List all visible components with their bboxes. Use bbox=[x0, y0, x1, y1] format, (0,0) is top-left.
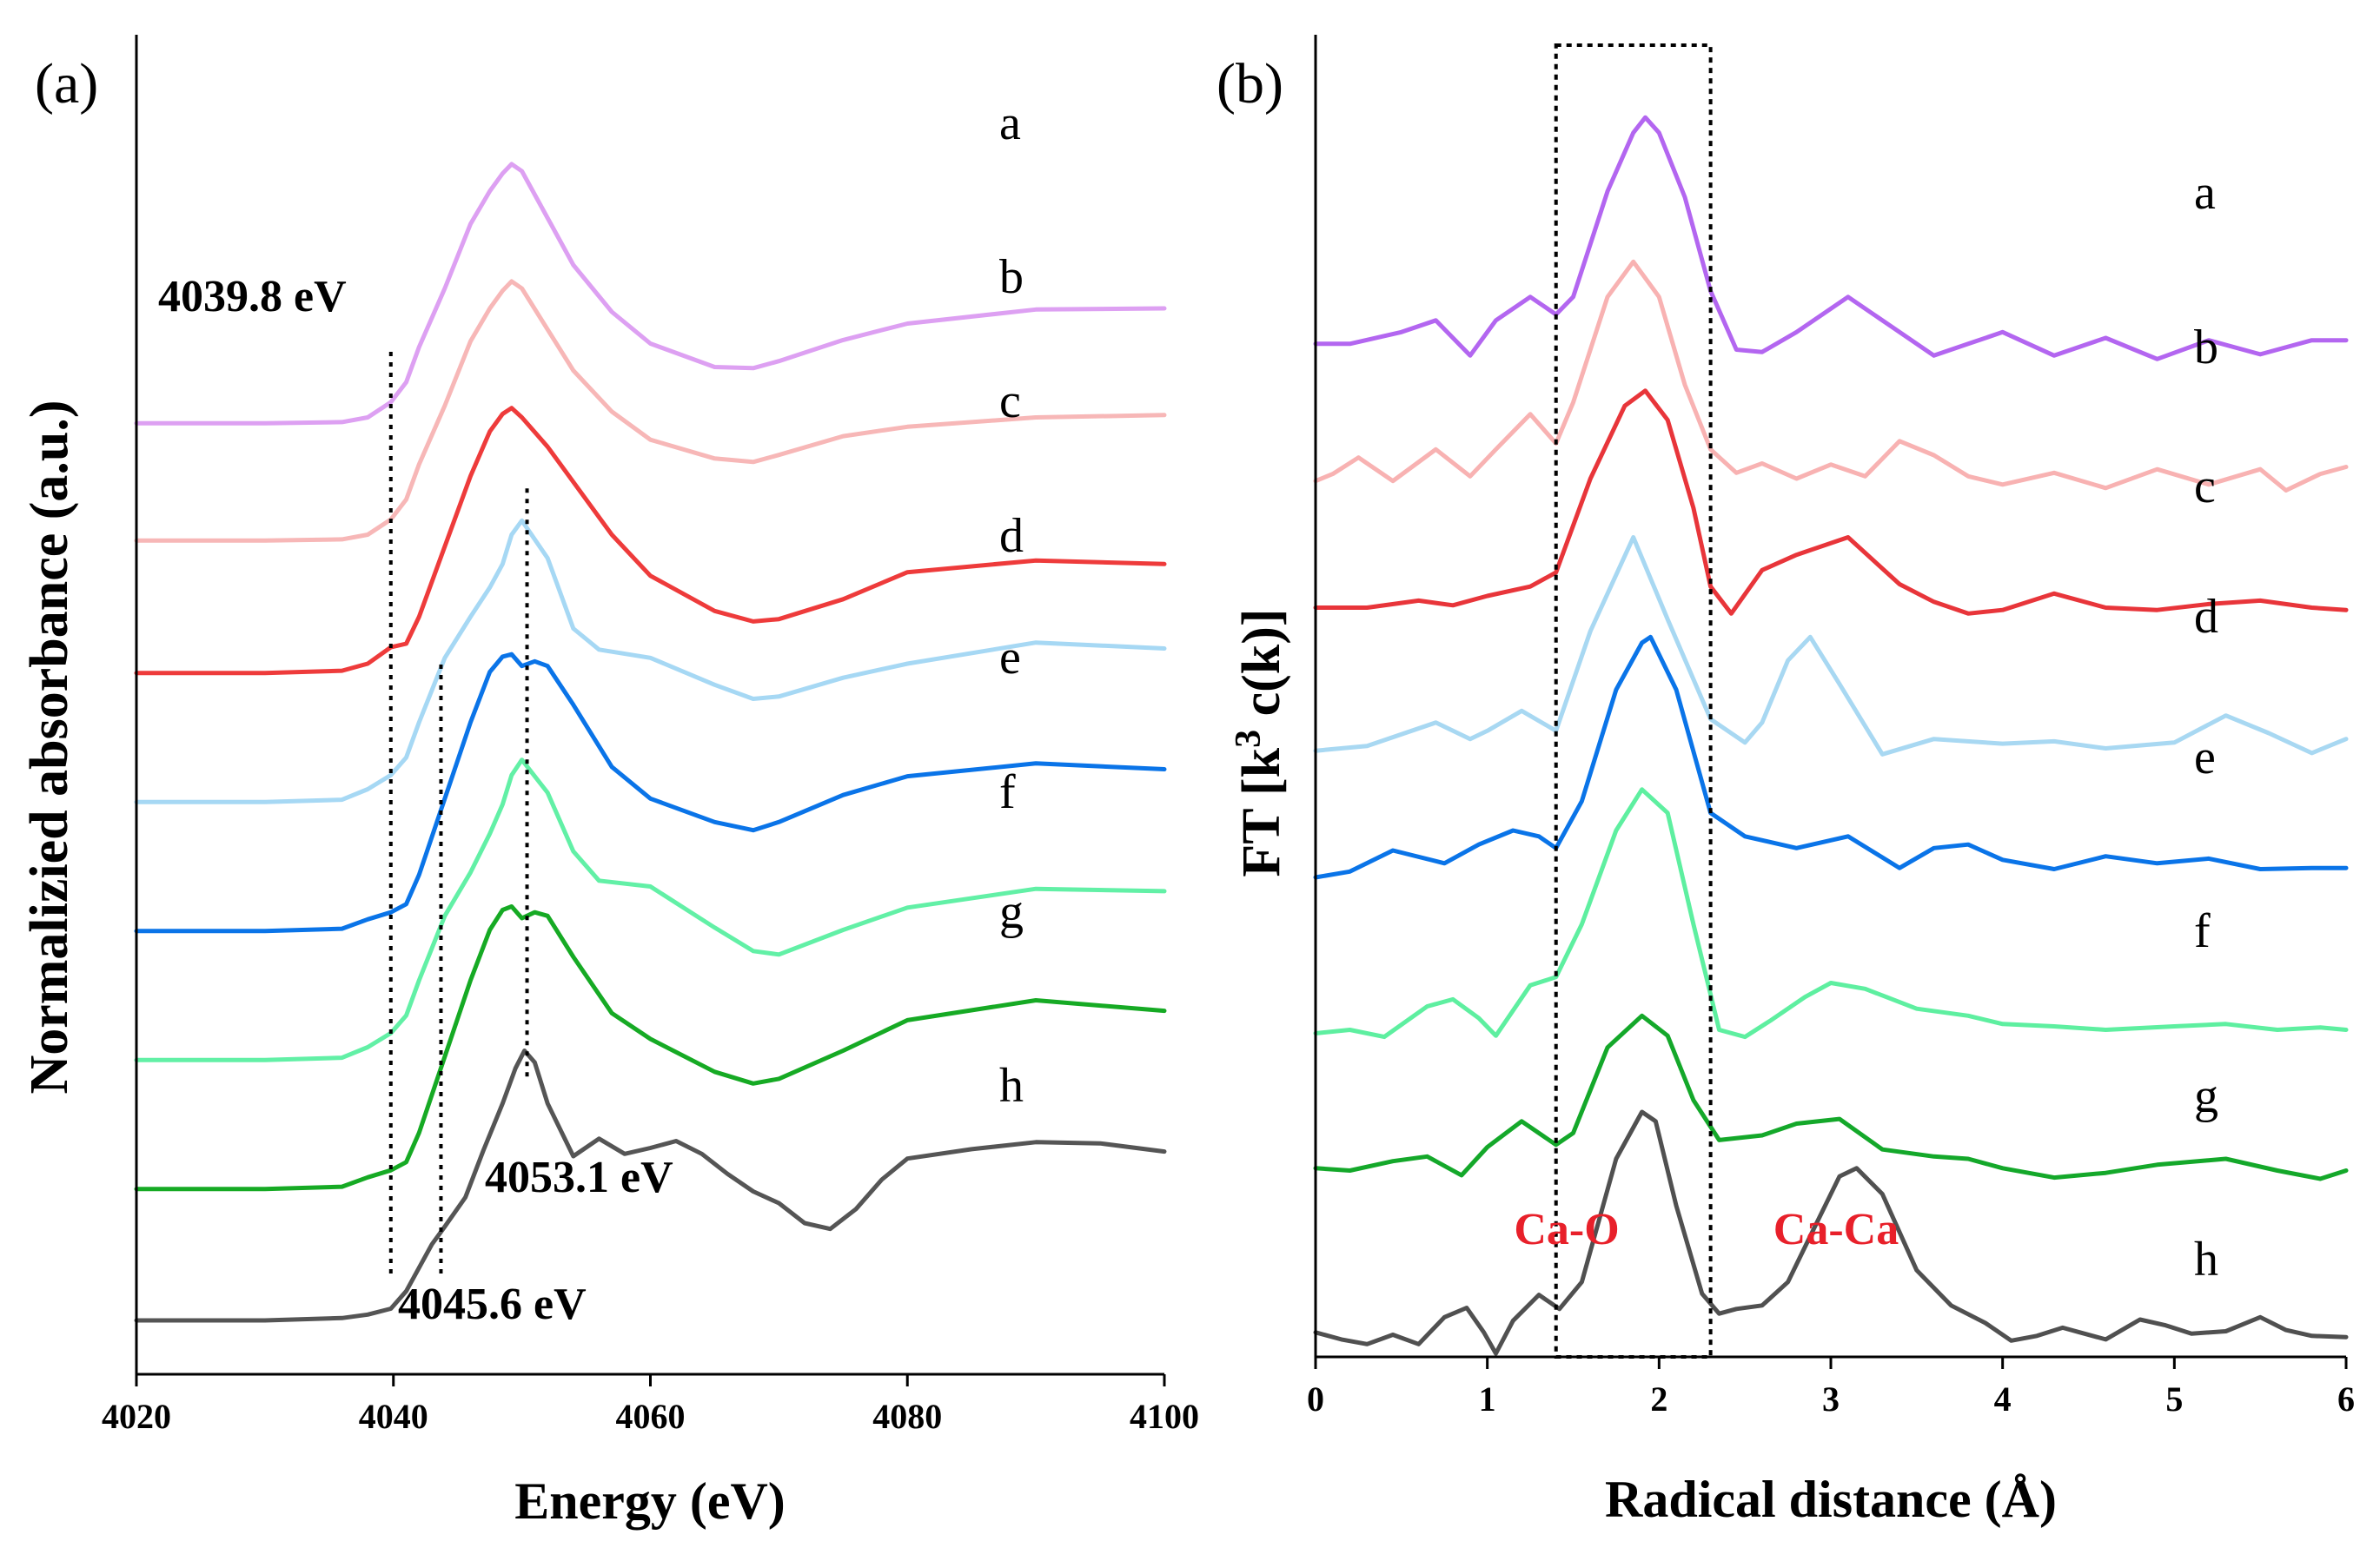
series-label-e: e bbox=[2194, 731, 2216, 784]
x-tick-label: 4040 bbox=[359, 1397, 428, 1436]
series-line-e bbox=[134, 652, 1167, 934]
series-label-a: a bbox=[2194, 166, 2216, 220]
series-line-g bbox=[1313, 1013, 2349, 1181]
series-label-b: b bbox=[2194, 321, 2218, 374]
series-line-f bbox=[1313, 787, 2349, 1040]
series-line-c bbox=[1313, 388, 2349, 616]
x-tick-label: 4020 bbox=[102, 1397, 171, 1436]
x-tick-label: 4080 bbox=[872, 1397, 942, 1436]
ca-o-highlight-box bbox=[1554, 43, 1713, 1359]
annotation-ca-o: Ca-O bbox=[1514, 1205, 1619, 1254]
series-line-a bbox=[1313, 115, 2349, 361]
x-tick-label: 4060 bbox=[616, 1397, 686, 1436]
panel-a-x-ticks: 4020 4040 4060 4080 4100 bbox=[102, 1374, 1199, 1436]
annotation-4039-8-ev: 4039.8 eV bbox=[158, 272, 347, 321]
x-tick-label: 0 bbox=[1307, 1379, 1324, 1419]
x-tick-label: 5 bbox=[2165, 1379, 2183, 1419]
series-label-h: h bbox=[2194, 1233, 2218, 1287]
series-label-f: f bbox=[2194, 904, 2211, 958]
panel-a-series-lines bbox=[134, 162, 1167, 1323]
series-label-b: b bbox=[999, 250, 1024, 304]
panel-a-label: (a) bbox=[35, 52, 98, 116]
series-line-h bbox=[134, 1049, 1167, 1323]
series-label-f: f bbox=[999, 765, 1016, 819]
x-tick-label: 3 bbox=[1822, 1379, 1840, 1419]
x-tick-label: 4100 bbox=[1130, 1397, 1199, 1436]
annotation-4045-6-ev: 4045.6 eV bbox=[398, 1280, 587, 1329]
series-label-a: a bbox=[999, 96, 1021, 150]
panel-b-label: (b) bbox=[1217, 52, 1283, 116]
panel-b-y-axis-label: FT [k3 c(k)] bbox=[1229, 608, 1291, 877]
series-label-d: d bbox=[2194, 590, 2218, 644]
y-label-superscript: 3 bbox=[1229, 730, 1269, 748]
y-label-part-2: c(k)] bbox=[1232, 608, 1291, 729]
x-tick-label: 2 bbox=[1650, 1379, 1667, 1419]
series-label-d: d bbox=[999, 509, 1024, 563]
series-label-c: c bbox=[2194, 460, 2216, 513]
series-line-e bbox=[1313, 634, 2349, 880]
series-label-c: c bbox=[999, 374, 1021, 428]
x-tick-label: 6 bbox=[2337, 1379, 2355, 1419]
panel-a-reference-lines bbox=[388, 347, 529, 1273]
panel-b-x-axis-label: Radical distance (Å) bbox=[1605, 1471, 2057, 1528]
series-line-a bbox=[134, 162, 1167, 426]
panel-b-x-ticks: 0 1 2 3 4 5 6 bbox=[1307, 1357, 2355, 1419]
series-label-h: h bbox=[999, 1059, 1024, 1113]
series-line-d bbox=[1313, 535, 2349, 757]
series-label-e: e bbox=[999, 631, 1021, 685]
series-line-f bbox=[134, 757, 1167, 1062]
annotation-4053-1-ev: 4053.1 eV bbox=[485, 1153, 673, 1202]
x-tick-label: 4 bbox=[1994, 1379, 2012, 1419]
panel-a-y-axis-label: Normalizied absorbance (a.u.) bbox=[20, 400, 79, 1094]
panel-a-x-axis-label: Energy (eV) bbox=[514, 1472, 786, 1530]
series-line-c bbox=[134, 406, 1167, 676]
y-label-part-1: FT [k bbox=[1232, 747, 1291, 877]
annotation-ca-ca: Ca-Ca bbox=[1773, 1205, 1899, 1254]
series-line-g bbox=[134, 904, 1167, 1192]
x-tick-label: 1 bbox=[1479, 1379, 1496, 1419]
panel-b-series-lines bbox=[1313, 115, 2349, 1356]
panel-a-xanes: (a) Normalizied absorbance (a.u.) 4020 40… bbox=[20, 35, 1199, 1530]
series-label-g: g bbox=[999, 885, 1024, 939]
series-line-h bbox=[1313, 1109, 2349, 1356]
series-line-b bbox=[134, 279, 1167, 543]
series-line-d bbox=[134, 518, 1167, 804]
series-label-g: g bbox=[2194, 1069, 2218, 1123]
series-line-b bbox=[1313, 259, 2349, 493]
